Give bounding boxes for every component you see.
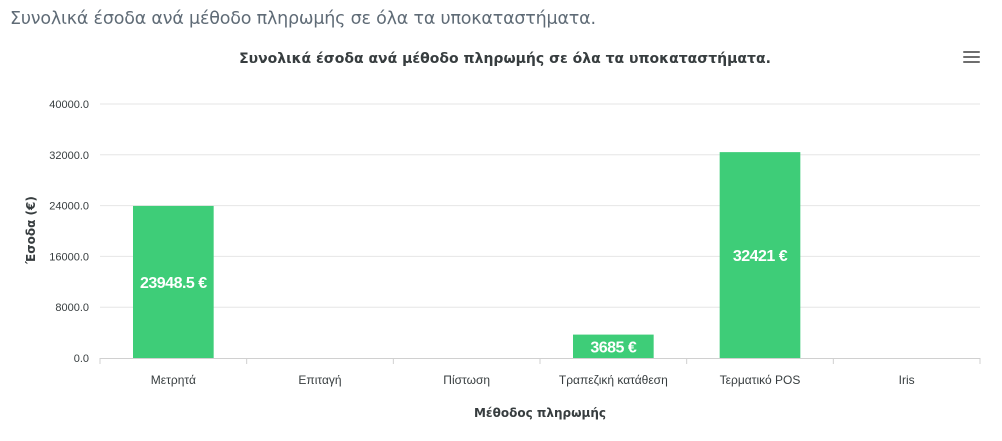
bar[interactable] [719,152,801,358]
y-tick-label: 40000.0 [49,99,89,111]
bar[interactable] [573,334,654,358]
bar[interactable] [133,205,214,358]
y-tick-label: 8000.0 [55,302,89,314]
chart-title: Συνολικά έσοδα ανά μέθοδο πληρωμής σε όλ… [239,51,771,67]
hamburger-menu-icon-line [963,56,980,58]
data-label: 3685 € [590,339,637,356]
x-tick-label: Πίστωση [443,373,490,387]
y-axis-title: Έσοδα (€) [24,196,38,265]
x-axis-title: Μέθοδος πληρωμής [474,406,606,420]
y-axis-ticks: 0.0 8000.0 16000.0 24000.0 32000.0 40000.0 [49,99,89,365]
chart-menu-button[interactable] [962,50,982,66]
hamburger-menu-icon [963,51,980,53]
x-tick-label: Μετρητά [151,373,196,387]
hamburger-menu-icon-line [963,61,980,63]
y-tick-label: 0.0 [74,353,89,365]
x-tick-label: Τερματικό POS [720,373,801,387]
y-tick-label: 16000.0 [49,251,89,263]
data-label: 32421 € [733,248,788,265]
x-tick-label: Επιταγή [298,373,341,387]
gridlines [100,103,980,359]
y-tick-label: 32000.0 [49,150,89,162]
data-label: 23948.5 € [140,275,207,292]
x-axis-labels: Μετρητά Επιταγή Πίστωση Τραπεζική κατάθεση Τ… [151,373,915,387]
x-axis-tickmarks [99,358,981,364]
data-labels: 23948.5 € 3685 € 32421 € [140,248,788,356]
bars [133,152,801,358]
x-tick-label: Τραπεζική κατάθεση [559,373,668,387]
page-heading: Συνολικά έσοδα ανά μέθοδο πληρωμής σε όλ… [10,9,596,29]
x-tick-label: Iris [899,373,915,387]
y-tick-label: 24000.0 [49,201,89,213]
